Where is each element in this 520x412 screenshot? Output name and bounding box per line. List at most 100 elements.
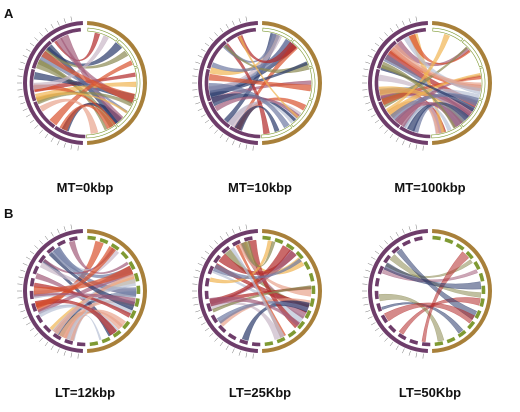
contig-segment [31,303,38,312]
scale-tick [395,231,399,237]
contig-segment [308,272,315,282]
scale-tick [209,332,214,337]
contig-segment [208,101,231,129]
scale-tick [204,119,210,124]
synteny-ribbon [39,98,99,134]
scale-tick [384,32,389,37]
caption-lt25: LT=25Kbp [228,385,292,400]
contig-segment [56,239,66,247]
synteny-ribbon [384,302,475,324]
caption-mt0: MT=0kbp [56,180,114,195]
scale-tick [245,16,248,22]
scale-tick [50,137,54,143]
contig-segment [376,40,397,69]
scale-tick [367,316,373,319]
scale-tick [363,303,369,306]
scale-tick [232,20,235,26]
scale-tick [415,352,418,358]
scale-tick [197,263,203,266]
synteny-ribbon [59,104,114,131]
contig-segment [290,99,313,128]
scale-tick [57,20,60,26]
scale-tick [204,327,210,332]
contig-segment [388,324,397,334]
scale-tick [214,337,219,342]
scale-tick [195,310,201,313]
scale-tick [402,20,405,26]
scale-tick [245,224,248,230]
contig-segment [31,40,52,69]
scale-tick [25,322,31,326]
contig-segment [33,101,56,129]
scale-tick [367,263,373,266]
scale-tick [219,235,224,241]
contig-segment [115,99,138,128]
scale-tick [402,228,405,234]
scale-tick [384,240,389,245]
scale-tick [20,102,26,105]
scale-tick [77,145,79,151]
contig-segment [87,27,119,42]
synteny-ribbon [41,50,135,104]
scale-tick [395,345,399,351]
synteny-ribbon [385,33,450,112]
contig-segment [432,235,442,241]
scale-tick [34,332,39,337]
scale-tick [50,231,54,237]
contig-segment [229,125,261,139]
scale-tick [44,341,49,347]
contig-segment [206,303,213,312]
scale-tick [192,297,198,299]
contig-segment [239,338,249,345]
synteny-ribbon [33,282,131,318]
contig-segment [112,329,122,338]
contig-segment [374,68,382,102]
synteny-ribbon [212,285,312,313]
contig-segment [134,298,140,307]
scale-tick [225,137,229,143]
contig-segment [261,124,293,139]
contig-segment [287,329,297,338]
scale-tick [370,48,376,52]
contig-segment [89,341,99,347]
caption-mt10: MT=10kbp [228,180,292,195]
scale-tick [415,224,418,230]
contig-segment [309,67,316,100]
contig-segment [297,320,306,330]
scale-tick [193,303,199,306]
scale-tick [214,129,219,134]
scale-tick [20,310,26,313]
scale-tick [365,269,371,272]
scale-tick [200,114,206,118]
scale-tick [39,240,44,245]
scale-tick [252,353,254,359]
contig-segment [409,338,419,345]
scale-tick [232,140,235,146]
contig-segment [218,324,227,334]
scale-tick [29,119,35,124]
circos-plot-lt50 [362,224,493,359]
contig-segment [213,254,222,264]
contig-segment [274,237,284,245]
scale-tick [22,55,28,58]
scale-tick [209,124,214,129]
scale-tick [374,250,380,255]
contig-segment [128,261,136,270]
synteny-ribbon [394,101,463,128]
contig-segment [474,310,482,319]
contig-segment [380,314,389,324]
synteny-ribbon [396,248,477,320]
scale-tick [192,75,198,77]
scale-tick [402,140,405,146]
contig-segment [52,332,62,341]
contig-segment [43,324,52,334]
scale-tick [34,245,39,250]
scale-tick [415,16,418,22]
contig-segment [478,272,485,282]
scale-tick [18,303,24,306]
scale-tick [70,352,73,358]
scale-tick [25,256,31,260]
contig-segment [210,314,219,324]
scale-tick [408,142,411,148]
synteny-ribbon [211,39,294,72]
